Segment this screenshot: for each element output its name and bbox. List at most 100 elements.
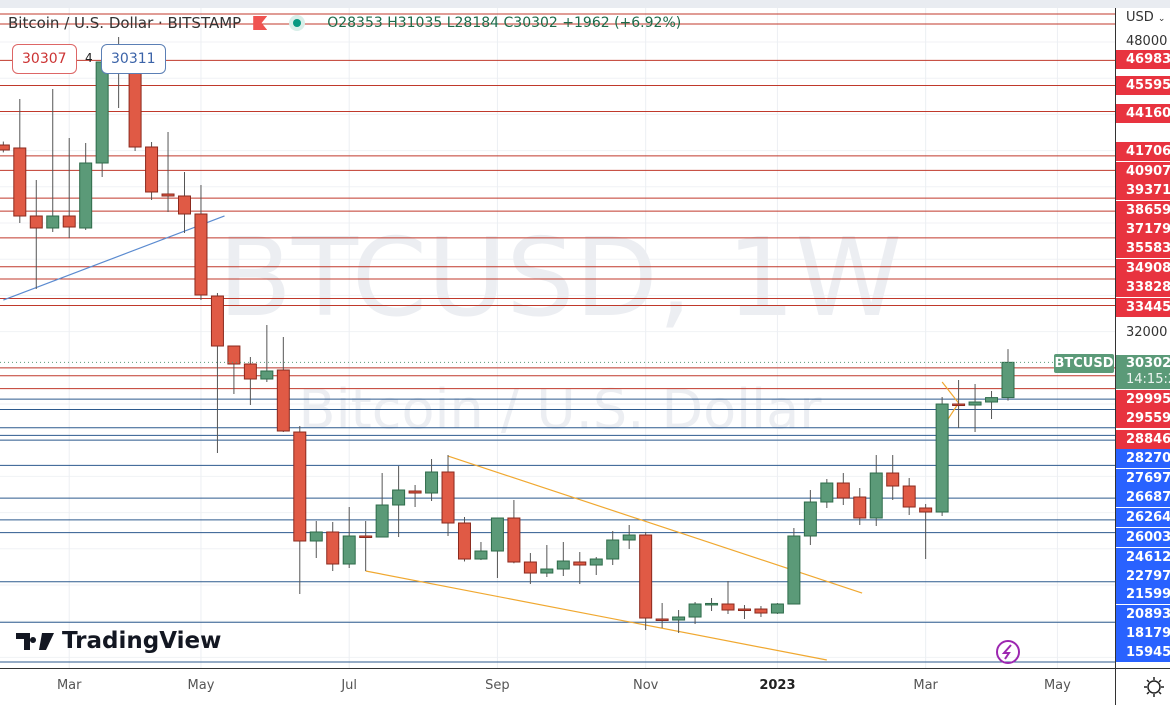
candle-2022-04-11 xyxy=(145,142,159,200)
candle-2023-01-16 xyxy=(803,490,817,546)
candle-2022-04-04 xyxy=(128,59,142,151)
candle-2022-12-05 xyxy=(705,598,719,612)
settings-icon[interactable] xyxy=(1144,677,1164,697)
measure-label-start: 30307 xyxy=(12,44,77,74)
last-price-value: 30302 xyxy=(1126,356,1170,371)
candle-2023-02-06 xyxy=(853,488,867,525)
candle-2022-12-19 xyxy=(737,605,751,620)
candle-2022-06-13 xyxy=(293,426,307,595)
symbol-title[interactable]: Bitcoin / U.S. Dollar · BITSTAMP xyxy=(8,14,242,32)
candle-body xyxy=(13,147,27,217)
support-price-label: 22797 xyxy=(1116,567,1170,586)
candle-2023-02-13 xyxy=(869,455,883,527)
support-price-label: 24612 xyxy=(1116,548,1170,567)
candle-body xyxy=(457,522,471,560)
candle-body xyxy=(573,561,587,566)
support-price-label: 26003 xyxy=(1116,528,1170,547)
horizontal-levels xyxy=(0,13,1115,663)
currency-selector[interactable]: USD ⌄ xyxy=(1126,10,1165,25)
candle-body xyxy=(178,195,191,215)
support-price-label: 18179 xyxy=(1116,624,1170,643)
candle-2022-02-28 xyxy=(46,89,60,232)
candle-2023-01-09 xyxy=(787,528,801,605)
candle-body xyxy=(935,403,949,513)
candle-2022-09-19 xyxy=(523,553,537,585)
candle-body xyxy=(606,539,620,560)
resistance-price-label: 44160 xyxy=(1116,104,1170,123)
candle-body xyxy=(1001,361,1015,399)
candle-2022-06-20 xyxy=(309,520,323,559)
candle-body xyxy=(787,535,801,605)
candle-body xyxy=(227,345,241,365)
tradingview-logo[interactable]: TradingView xyxy=(16,628,221,654)
candle-body xyxy=(62,215,76,228)
candle-2022-05-30 xyxy=(260,325,274,383)
candle-body xyxy=(556,560,570,570)
candle-body xyxy=(639,534,653,619)
candle-body xyxy=(968,401,982,406)
candle-2022-09-26 xyxy=(540,545,554,578)
candle-2022-10-17 xyxy=(589,557,603,576)
candle-body xyxy=(326,531,340,565)
candle-body xyxy=(375,504,389,538)
support-price-label: 15945 xyxy=(1116,643,1170,662)
candle-body xyxy=(359,535,373,539)
support-price-label: 28270 xyxy=(1116,449,1170,468)
candle-2022-05-23 xyxy=(243,357,257,406)
candle-2022-08-15 xyxy=(441,455,455,537)
chart-legend: Bitcoin / U.S. Dollar · BITSTAMP O28353 … xyxy=(8,14,681,32)
candle-body xyxy=(705,602,719,606)
logo-text: TradingView xyxy=(62,628,222,654)
candle-body xyxy=(293,431,307,542)
candle-2022-05-16 xyxy=(227,345,241,395)
time-axis-label: Mar xyxy=(913,678,938,693)
candle-2022-08-29 xyxy=(474,542,488,561)
candle-body xyxy=(836,482,850,499)
candle-2022-09-12 xyxy=(507,500,521,564)
lightning-glyph xyxy=(1001,644,1012,660)
candle-body xyxy=(737,608,751,612)
candle-2022-02-14 xyxy=(13,98,27,223)
candle-body xyxy=(622,534,636,541)
candle-body xyxy=(161,193,175,197)
lightning-icon[interactable] xyxy=(996,640,1020,664)
candle-body xyxy=(408,490,422,494)
candle-2022-04-25 xyxy=(178,171,191,234)
resistance-price-label: 29559 xyxy=(1116,409,1170,428)
candle-2022-10-03 xyxy=(556,542,570,577)
candle-body xyxy=(688,603,702,618)
resistance-price-label: 28846 xyxy=(1116,430,1170,449)
candle-2022-10-24 xyxy=(606,531,620,566)
candle-body xyxy=(425,471,439,494)
candle-2023-02-27 xyxy=(902,478,916,516)
candle-body xyxy=(0,144,10,151)
candle-body xyxy=(902,485,916,508)
top-bar xyxy=(0,0,1170,8)
time-axis-label: May xyxy=(187,678,215,693)
candle-body xyxy=(276,369,290,432)
candle-body xyxy=(672,616,686,621)
trendline-blue xyxy=(3,215,225,301)
candle-2022-03-14 xyxy=(79,142,93,231)
candle-2022-11-14 xyxy=(655,603,669,629)
candle-body xyxy=(145,146,159,193)
axis-tick-32000: 32000 xyxy=(1116,323,1170,342)
candle-2022-11-28 xyxy=(688,602,702,625)
resistance-price-label: 33445 xyxy=(1116,298,1170,317)
time-axis-label: May xyxy=(1043,678,1071,693)
chevron-down-icon: ⌄ xyxy=(1157,14,1166,24)
resistance-price-label: 38659 xyxy=(1116,201,1170,220)
ohlc-values: O28353 H31035 L28184 C30302 +1962 (+6.92… xyxy=(327,15,682,31)
flag-icon[interactable] xyxy=(253,16,268,30)
candle-2022-02-21 xyxy=(29,179,43,290)
candle-2022-11-21 xyxy=(672,610,686,634)
candle-body xyxy=(919,507,933,513)
resistance-price-label: 34908 xyxy=(1116,259,1170,278)
tradingview-logo-icon xyxy=(16,633,54,650)
candle-2022-12-12 xyxy=(721,581,735,615)
candle-2022-11-07 xyxy=(639,532,653,630)
axis-tick-48000: 48000 xyxy=(1116,32,1170,51)
candle-body xyxy=(243,363,257,380)
